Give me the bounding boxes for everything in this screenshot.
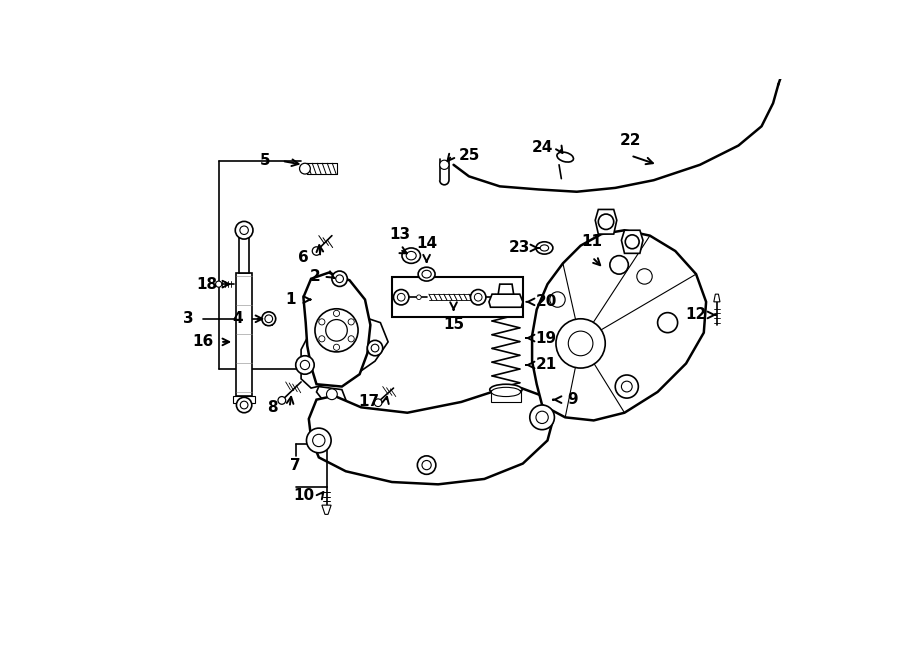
Polygon shape <box>309 388 554 485</box>
Circle shape <box>348 319 355 325</box>
Circle shape <box>556 319 605 368</box>
Text: 14: 14 <box>416 236 437 251</box>
Circle shape <box>240 401 248 409</box>
Text: 23: 23 <box>508 241 530 255</box>
Circle shape <box>422 461 431 470</box>
Text: 17: 17 <box>358 395 380 409</box>
Circle shape <box>301 360 310 369</box>
Text: 10: 10 <box>292 488 314 504</box>
Text: 24: 24 <box>531 140 553 155</box>
Circle shape <box>312 247 320 255</box>
Text: 12: 12 <box>686 307 706 323</box>
Text: 13: 13 <box>389 227 410 241</box>
Circle shape <box>326 319 347 341</box>
Text: 19: 19 <box>536 330 556 346</box>
Polygon shape <box>233 396 255 403</box>
Text: 22: 22 <box>620 133 642 147</box>
Circle shape <box>300 163 310 174</box>
Circle shape <box>616 375 638 398</box>
Polygon shape <box>714 294 720 302</box>
Circle shape <box>348 336 355 342</box>
Text: 4: 4 <box>232 311 243 327</box>
Circle shape <box>336 275 344 283</box>
Circle shape <box>327 389 338 400</box>
Text: 15: 15 <box>443 317 464 332</box>
Circle shape <box>265 315 273 323</box>
Ellipse shape <box>490 384 522 395</box>
Circle shape <box>240 226 248 235</box>
Text: 16: 16 <box>193 334 214 350</box>
Circle shape <box>637 269 652 284</box>
Circle shape <box>621 381 632 392</box>
Circle shape <box>235 221 253 239</box>
Polygon shape <box>237 272 252 396</box>
Circle shape <box>296 356 314 374</box>
Circle shape <box>610 256 628 274</box>
Polygon shape <box>322 505 331 514</box>
Ellipse shape <box>491 387 520 397</box>
Polygon shape <box>621 230 643 253</box>
Polygon shape <box>303 272 371 387</box>
Circle shape <box>319 319 325 325</box>
Polygon shape <box>532 230 706 420</box>
Ellipse shape <box>540 245 549 251</box>
Bar <box>392 277 523 317</box>
Polygon shape <box>489 294 523 307</box>
Circle shape <box>471 290 486 305</box>
Ellipse shape <box>422 270 431 278</box>
Circle shape <box>367 340 382 356</box>
Polygon shape <box>302 315 388 388</box>
Circle shape <box>237 397 252 412</box>
Text: 6: 6 <box>298 250 309 264</box>
Ellipse shape <box>402 248 420 263</box>
Text: 18: 18 <box>196 277 218 292</box>
Text: 3: 3 <box>183 311 194 327</box>
Circle shape <box>278 397 285 405</box>
Ellipse shape <box>557 152 573 162</box>
Circle shape <box>307 428 331 453</box>
Polygon shape <box>595 210 616 234</box>
Circle shape <box>333 310 339 317</box>
Ellipse shape <box>536 242 553 254</box>
Circle shape <box>536 411 548 424</box>
Ellipse shape <box>406 251 416 260</box>
Circle shape <box>530 405 554 430</box>
Circle shape <box>319 336 325 342</box>
Text: 21: 21 <box>536 358 556 373</box>
Circle shape <box>417 295 421 299</box>
Text: 1: 1 <box>285 292 295 307</box>
Text: 5: 5 <box>259 153 270 169</box>
Polygon shape <box>491 389 521 402</box>
Circle shape <box>216 281 221 288</box>
Text: 2: 2 <box>310 269 320 284</box>
Circle shape <box>474 293 482 301</box>
Text: 25: 25 <box>458 148 480 163</box>
Circle shape <box>418 456 436 475</box>
Text: 20: 20 <box>536 294 556 309</box>
Circle shape <box>371 344 379 352</box>
Circle shape <box>312 434 325 447</box>
Circle shape <box>333 344 339 350</box>
Circle shape <box>262 312 275 326</box>
Polygon shape <box>317 387 346 402</box>
Circle shape <box>440 160 449 169</box>
Circle shape <box>550 292 565 307</box>
Circle shape <box>393 290 409 305</box>
Text: 7: 7 <box>291 457 301 473</box>
Circle shape <box>658 313 678 332</box>
Circle shape <box>626 235 639 249</box>
Text: 8: 8 <box>267 400 278 415</box>
Text: 9: 9 <box>568 392 578 407</box>
Circle shape <box>598 214 614 229</box>
Circle shape <box>332 271 347 286</box>
Polygon shape <box>499 284 514 294</box>
Ellipse shape <box>418 267 435 281</box>
Circle shape <box>374 399 382 407</box>
Circle shape <box>568 331 593 356</box>
Polygon shape <box>239 238 248 272</box>
Circle shape <box>315 309 358 352</box>
Circle shape <box>397 293 405 301</box>
Text: 11: 11 <box>581 234 603 249</box>
